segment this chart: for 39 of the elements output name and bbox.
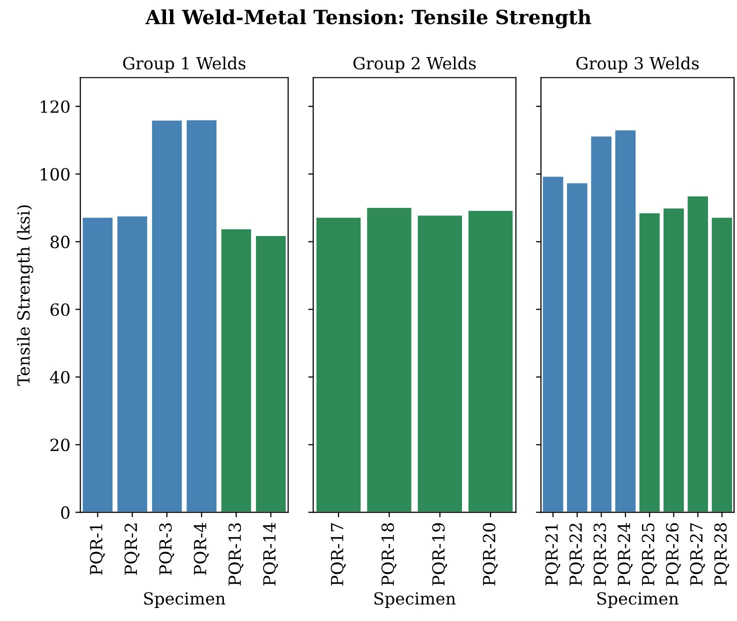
x-tick-label: PQR-3 xyxy=(159,523,174,575)
x-axis-title: Specimen xyxy=(597,592,679,608)
y-tick-label: 40 xyxy=(50,370,70,384)
y-tick-label: 120 xyxy=(40,100,70,113)
x-tick-label: PQR-23 xyxy=(594,523,609,586)
y-tick-label: 0 xyxy=(61,506,70,519)
y-tick-label: 20 xyxy=(50,438,70,452)
bar xyxy=(81,216,114,512)
x-tick-label: PQR-27 xyxy=(690,523,706,586)
x-tick-label: PQR-18 xyxy=(381,523,396,586)
chart-title: Group 1 Welds xyxy=(123,56,246,73)
text: All Weld-Metal Tension: Tensile Strength xyxy=(145,9,592,28)
chart-title: Group 2 Welds xyxy=(353,56,476,73)
x-tick-label: PQR-22 xyxy=(569,524,584,586)
y-tick-label: 100 xyxy=(40,168,70,181)
x-tick-label: PQR-17 xyxy=(330,523,346,586)
bar xyxy=(254,234,288,512)
x-tick-label: PQR-25 xyxy=(642,523,657,586)
x-tick-label: PQR-4 xyxy=(194,522,209,575)
x-tick-label: PQR-13 xyxy=(228,523,244,586)
x-tick-label: PQR-19 xyxy=(432,523,448,586)
x-tick-label: PQR-2 xyxy=(124,524,140,575)
x-tick-label: PQR-21 xyxy=(545,524,560,586)
bar xyxy=(185,118,218,512)
bar xyxy=(116,214,149,512)
x-tick-label: PQR-20 xyxy=(482,523,498,586)
bar xyxy=(220,228,252,512)
x-tick-label: PQR-28 xyxy=(714,523,730,586)
x-tick-label: PQR-14 xyxy=(263,522,278,586)
y-axis-title: Tensile Strength (ksi) xyxy=(16,205,34,386)
y-tick-label: 60 xyxy=(50,303,70,316)
x-tick-label: PQR-26 xyxy=(666,523,681,586)
bar xyxy=(150,119,184,512)
x-tick-label: PQR-1 xyxy=(90,524,105,575)
x-axis-title: Specimen xyxy=(144,592,226,608)
y-tick-label: 80 xyxy=(50,236,70,248)
chart-title: Group 3 Welds xyxy=(576,56,699,73)
x-axis-title: Specimen xyxy=(374,592,456,608)
x-tick-label: PQR-24 xyxy=(618,522,633,586)
